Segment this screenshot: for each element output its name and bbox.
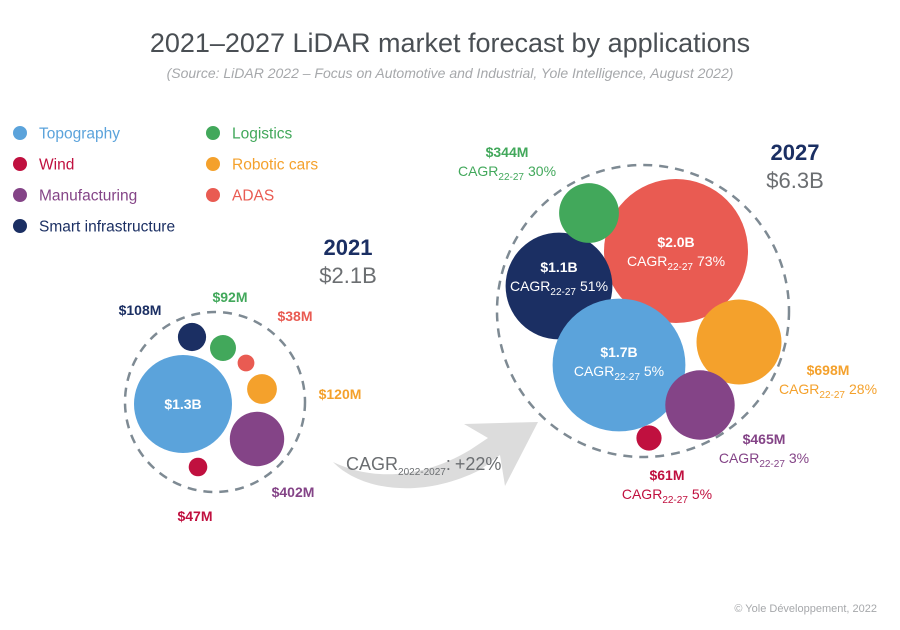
bubble-2027-wind: [636, 425, 662, 451]
cluster-2021-boundary: [123, 310, 307, 494]
bubble-2021-robotic-cars: [247, 374, 277, 404]
year-2027-total: $6.3B: [766, 168, 824, 193]
legend: Topography Wind Manufacturing Smart infrast…: [13, 126, 318, 236]
legend-item-adas: ADAS: [206, 188, 274, 205]
year-2021-total: $2.1B: [319, 263, 377, 288]
cluster-2027-boundary: [495, 163, 791, 459]
label-2021-topography: $1.3B: [164, 396, 201, 412]
bubble-labels: $1.3B $108M $92M $38M $120M $402M $47M $2.0B CAG…: [119, 144, 877, 524]
label-2021-robotic-cars: $120M: [319, 386, 362, 402]
legend-label: Smart infrastructure: [39, 219, 175, 236]
label-2021-logistics: $92M: [212, 289, 247, 305]
legend-swatch: [206, 188, 220, 202]
legend-item-topography: Topography: [13, 126, 120, 143]
bubble-2027-adas: [604, 179, 748, 323]
legend-label: Logistics: [232, 126, 293, 143]
bubble-2027-manufacturing: [665, 370, 735, 440]
legend-label: ADAS: [232, 188, 274, 205]
bubble-2027-topography: [552, 298, 686, 432]
label-2021-manufacturing: $402M: [272, 484, 315, 500]
cagr-label: CAGR22-27 51%: [510, 278, 608, 298]
copyright: © Yole Développement, 2022: [734, 603, 877, 615]
legend-label: Robotic cars: [232, 157, 318, 174]
legend-label: Manufacturing: [39, 188, 137, 205]
label-2021-adas: $38M: [277, 308, 312, 324]
cagr-label: CAGR22-27 30%: [458, 163, 556, 183]
cagr-label: CAGR22-27 3%: [719, 450, 809, 470]
legend-item-logistics: Logistics: [206, 126, 293, 143]
cagr-label: CAGR22-27 28%: [779, 381, 877, 401]
legend-item-robotic-cars: Robotic cars: [206, 157, 318, 174]
cagr-label: CAGR22-27 73%: [627, 253, 725, 273]
cagr-label: CAGR22-27 5%: [622, 486, 712, 506]
label-2027-smart-infrastructure: $1.1B: [540, 259, 577, 275]
bubble-2021-topography: [134, 355, 232, 453]
bubble-2021-adas: [237, 354, 255, 372]
label-2021-smart-infrastructure: $108M: [119, 302, 162, 318]
label-2027-robotic-cars: $698M: [807, 362, 850, 378]
bubble-2021-manufacturing: [229, 411, 285, 467]
legend-swatch: [206, 126, 220, 140]
bubble-2021-logistics: [210, 335, 236, 361]
legend-item-manufacturing: Manufacturing: [13, 188, 137, 205]
legend-item-wind: Wind: [13, 157, 74, 174]
year-2027-label: 2027: [771, 140, 820, 165]
overall-cagr: CAGR2022-2027: +22%: [346, 454, 501, 478]
year-2021-label: 2021: [324, 235, 373, 260]
legend-swatch: [13, 157, 27, 171]
bubbles: [134, 179, 782, 477]
legend-label: Topography: [39, 126, 120, 143]
label-2027-manufacturing: $465M: [743, 431, 786, 447]
legend-item-smart-infrastructure: Smart infrastructure: [13, 219, 175, 236]
legend-swatch: [13, 219, 27, 233]
label-2027-adas: $2.0B: [657, 234, 694, 250]
label-2027-topography: $1.7B: [600, 344, 637, 360]
bubble-2021-smart-infrastructure: [177, 322, 207, 352]
legend-swatch: [13, 188, 27, 202]
legend-swatch: [206, 157, 220, 171]
legend-label: Wind: [39, 157, 74, 174]
label-2027-wind: $61M: [649, 467, 684, 483]
cagr-label: CAGR22-27 5%: [574, 363, 664, 383]
bubble-2027-logistics: [559, 183, 619, 243]
growth-arrow-icon: [333, 422, 538, 489]
chart-title: 2021–2027 LiDAR market forecast by appli…: [150, 28, 750, 58]
chart-subtitle: (Source: LiDAR 2022 – Focus on Automotiv…: [167, 65, 734, 81]
label-2021-wind: $47M: [177, 508, 212, 524]
label-2027-logistics: $344M: [486, 144, 529, 160]
bubble-2021-wind: [188, 457, 208, 477]
legend-swatch: [13, 126, 27, 140]
bubble-2027-robotic-cars: [696, 299, 782, 385]
